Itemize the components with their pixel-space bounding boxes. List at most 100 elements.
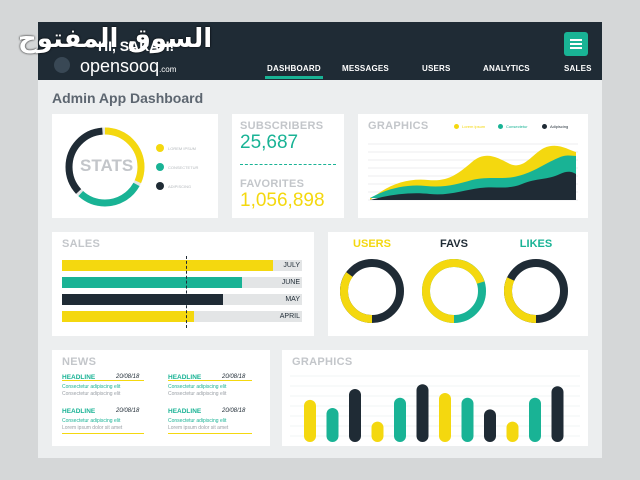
news-1-underline [62,380,144,381]
area-legend-dot-teal [498,124,503,129]
ring-label-users: USERS [353,238,391,250]
brand-suffix: .com [159,65,177,74]
news-2-line2: Consectetur adipiscing elit [168,391,227,397]
area-series-dark [370,171,576,200]
news-4-date: 20/08/18 [222,408,246,414]
stats-segment-yellow [65,127,145,207]
bar-9[interactable] [484,409,496,442]
sales-label-may: MAY [285,296,300,303]
favorites-label: FAVORITES [240,178,305,190]
sales-bar-april[interactable] [62,311,194,322]
ring-chart-users[interactable] [337,256,407,326]
sales-title: SALES [62,238,101,250]
news-3-line2: Lorem ipsum dolor sit amet [62,425,123,431]
ring-chart-favs[interactable] [419,256,489,326]
nav-analytics[interactable]: ANALYTICS [483,64,530,73]
nav-sales[interactable]: SALES [564,64,592,73]
page-title: Admin App Dashboard [52,90,204,106]
news-1-line1: Consectetur adipiscing elit [62,384,121,390]
news-3-line1: Consectetur adipiscing elit [62,418,121,424]
bar-8[interactable] [461,397,474,442]
legend-dot-dark [156,182,164,190]
greeting-text: HI, SARAH! [98,38,175,54]
user-avatar[interactable] [54,57,70,73]
news-2-line1: Consectetur adipiscing elit [168,384,227,390]
bar-2[interactable] [326,408,339,442]
news-2-underline [168,380,252,381]
subscribers-value: 25,687 [240,132,299,153]
vertical-bar-chart [290,375,580,442]
legend-dot-teal [156,163,164,171]
nav-users[interactable]: USERS [422,64,451,73]
area-legend-1: Lorem ipsum [462,124,486,129]
sales-label-july: JULY [283,262,300,269]
dashboard-window: السوق المفتوح HI, SARAH! opensooq.com DA… [18,22,602,458]
news-3-headline[interactable]: HEADLINE [62,408,96,415]
area-legend-dot-yellow [454,124,459,129]
bar-5[interactable] [394,397,406,442]
brand-name-text: opensooq [80,56,160,76]
stats-label: STATS [80,156,134,175]
news-4-underline [168,433,252,434]
legend-dot-yellow [156,144,164,152]
news-1-headline[interactable]: HEADLINE [62,374,96,381]
news-title: NEWS [62,356,97,368]
area-chart [368,143,578,201]
news-1-line2: Consectetur adipiscing elit [62,391,121,397]
counters-card: SUBSCRIBERS 25,687 FAVORITES 1,056,898 [232,114,344,218]
graphics-bar-title: GRAPHICS [292,356,353,368]
divider [240,164,336,165]
hamburger-menu-icon[interactable] [564,32,588,56]
news-4-line1: Consectetur adipiscing elit [168,418,227,424]
nav-messages[interactable]: MESSAGES [342,64,389,73]
sales-bar-july[interactable] [62,260,274,271]
sales-bar-may[interactable] [62,294,223,305]
news-card: NEWS HEADLINE 20/08/18 Consectetur adipi… [52,350,270,446]
bar-4[interactable] [371,421,384,442]
stats-donut [65,127,145,207]
news-2-date: 20/08/18 [222,374,246,380]
area-legend-2: Consectetur [506,124,528,129]
subscribers-label: SUBSCRIBERS [240,120,324,132]
bar-6[interactable] [416,384,429,442]
ring-label-favs: FAVS [440,238,468,250]
ring-segment [504,259,568,323]
stats-legend-2: CONSECTETUR [168,165,199,170]
top-navigation-bar: السوق المفتوح HI, SARAH! opensooq.com DA… [18,22,602,80]
nav-dashboard[interactable]: DASHBOARD [265,64,323,79]
brand-arabic-name: السوق المفتوح [18,24,213,54]
graphics-area-title: GRAPHICS [368,120,429,132]
brand-name: opensooq.com [62,56,176,77]
area-legend-3: Adipiscing [550,124,569,129]
rings-card: USERS FAVS LIKES [328,232,588,336]
stats-legend-1: LOREM IPSUM [168,146,197,151]
favorites-value: 1,056,898 [240,190,325,211]
sales-target-line [186,256,187,328]
bar-11[interactable] [529,397,541,442]
ring-chart-likes[interactable] [501,256,571,326]
news-3-date: 20/08/18 [116,408,140,414]
bar-1[interactable] [304,399,316,442]
bar-3[interactable] [349,388,361,442]
news-1-date: 20/08/18 [116,374,140,380]
stats-card: STATS LOREM IPSUM CONSECTETUR ADIPISCING [52,114,218,218]
sales-label-june: JUNE [281,279,300,286]
stats-segment-dark [65,127,145,207]
ring-label-likes: LIKES [519,238,553,250]
bar-10[interactable] [506,421,519,442]
news-4-headline[interactable]: HEADLINE [168,408,202,415]
bar-12[interactable] [551,386,564,442]
news-3-underline [62,433,144,434]
sales-card: SALES JULY JUNE MAY APRIL [52,232,314,336]
ring-segment [340,259,404,323]
stats-legend-3: ADIPISCING [168,184,192,189]
area-legend-dot-dark [542,124,547,129]
stats-segment-teal [65,127,145,207]
sales-label-april: APRIL [279,313,300,320]
bar-7[interactable] [439,393,451,442]
news-4-line2: Lorem ipsum dolor sit amet [168,425,229,431]
graphics-bar-card: GRAPHICS [282,350,588,446]
sales-bar-june[interactable] [62,277,242,288]
news-2-headline[interactable]: HEADLINE [168,374,202,381]
ring-segment [422,259,486,323]
